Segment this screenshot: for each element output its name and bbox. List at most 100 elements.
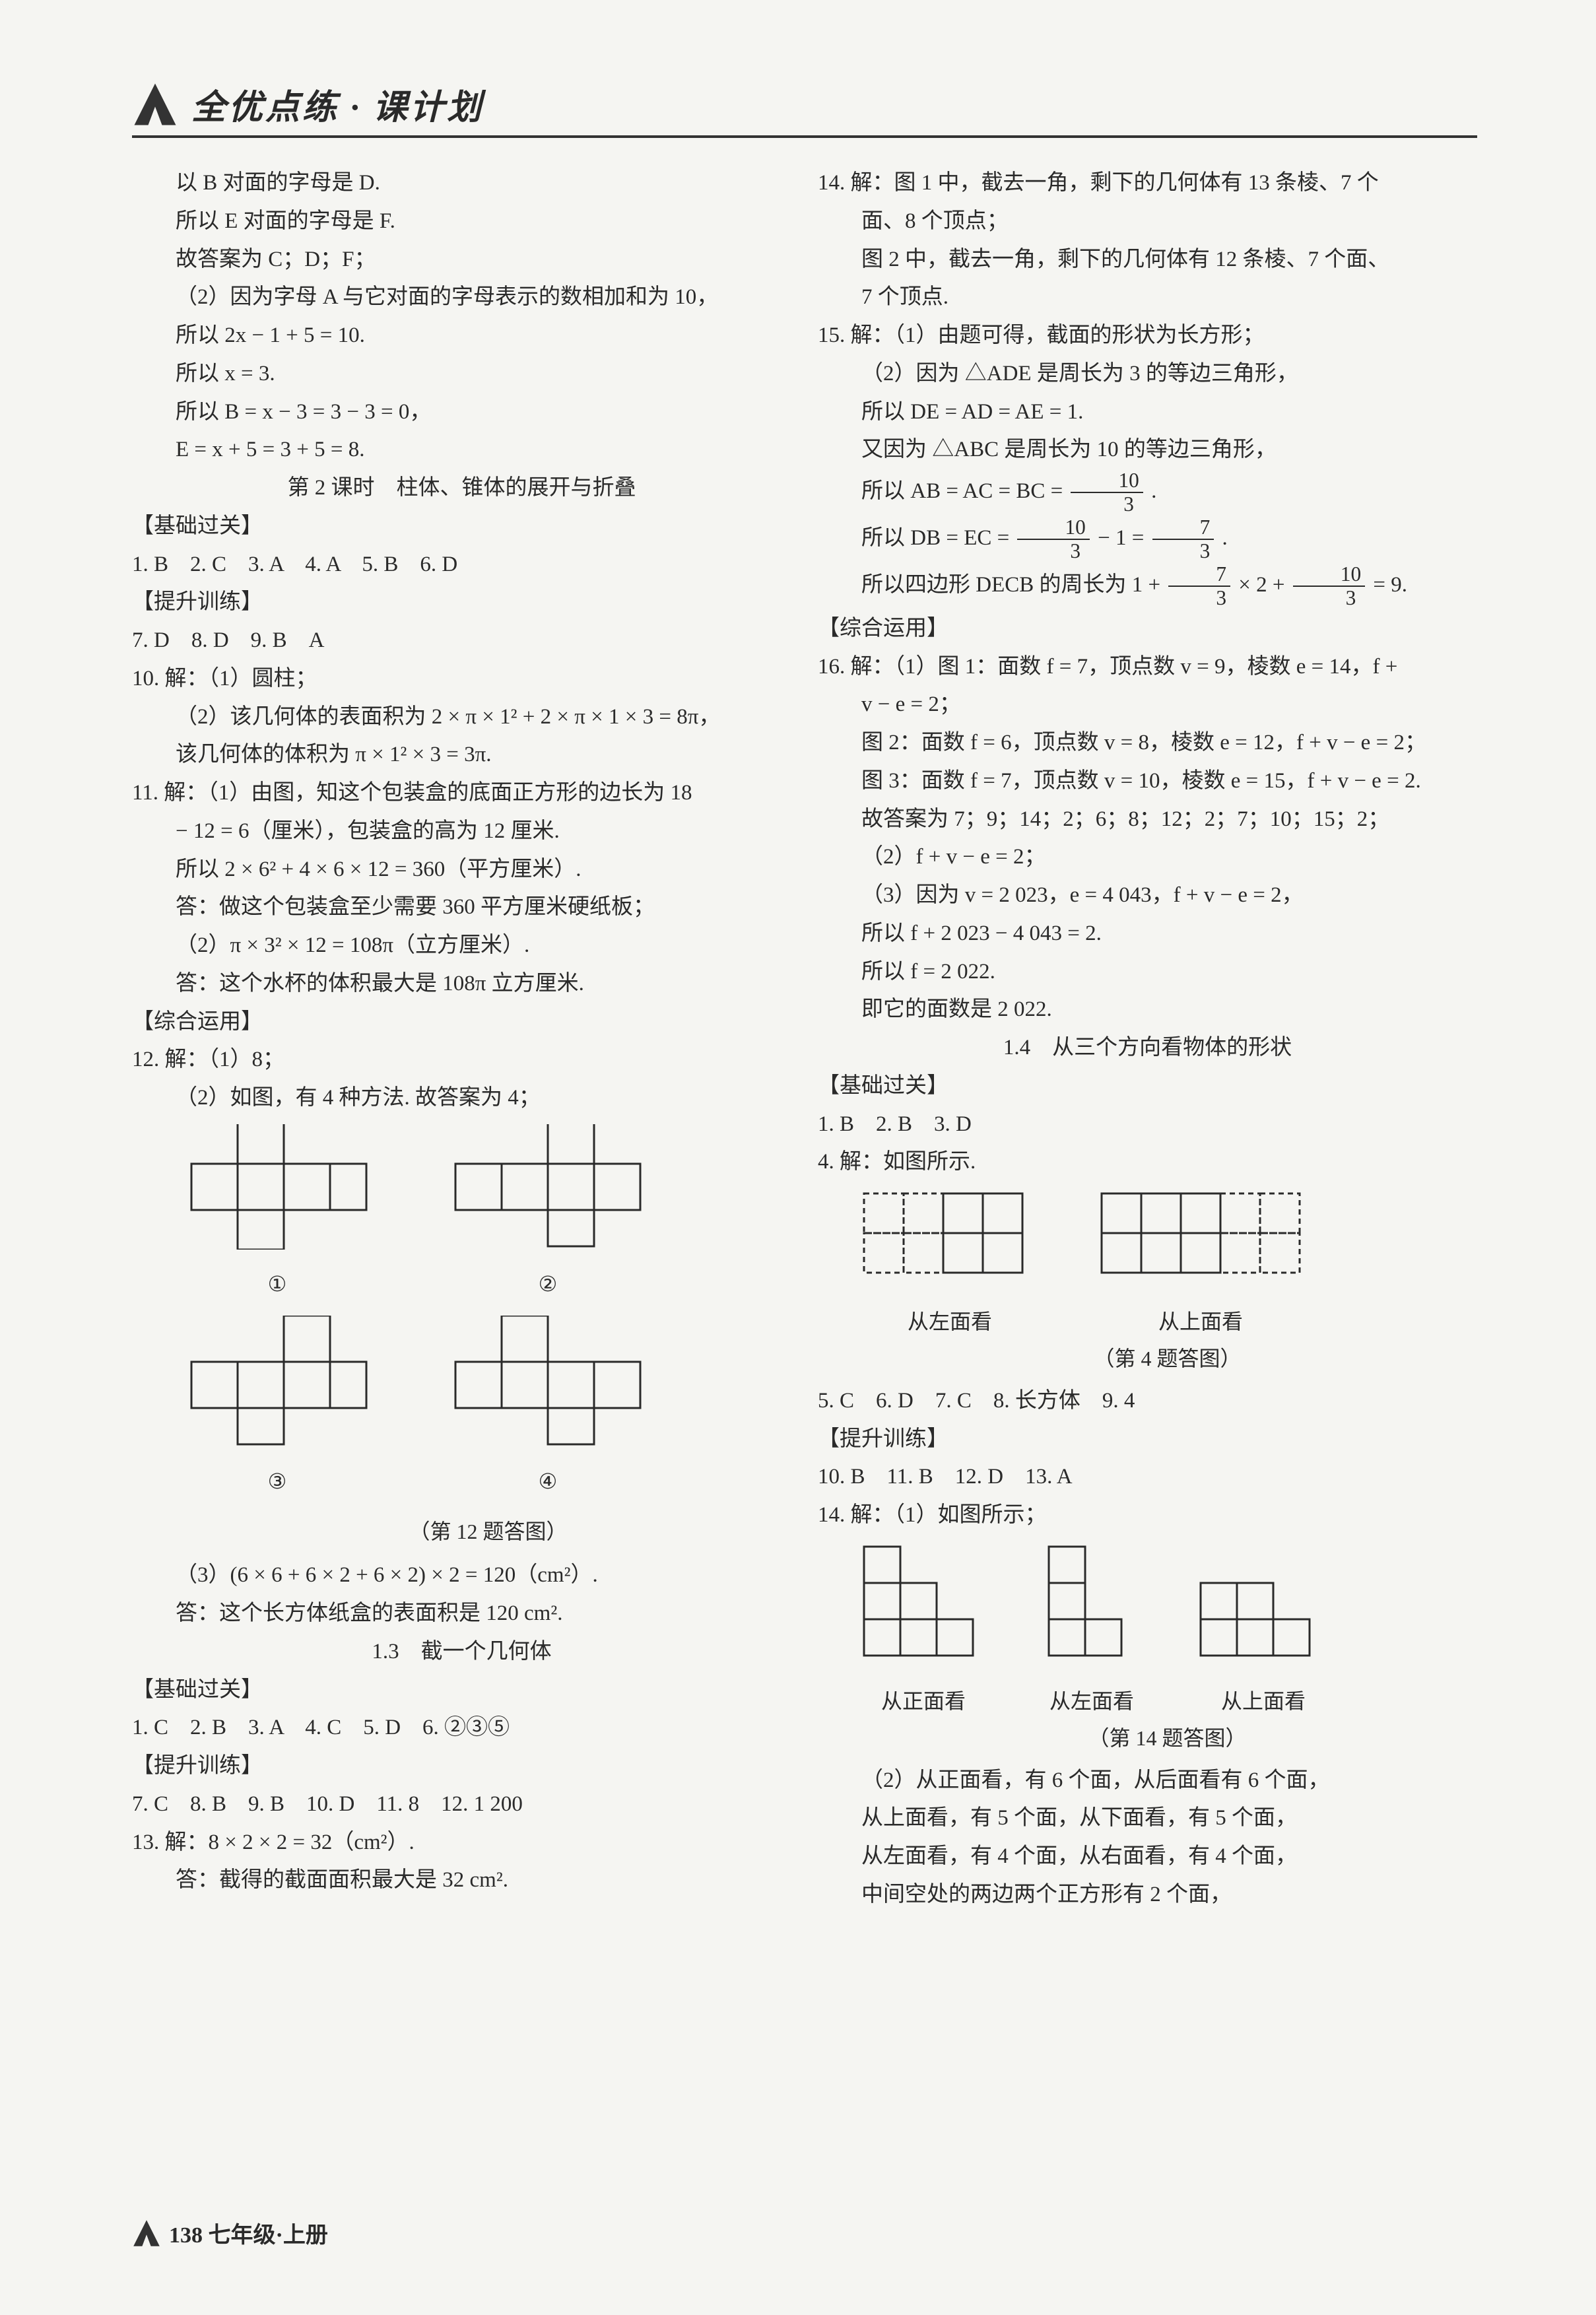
solution-line: 即它的面数是 2 022. <box>818 991 1477 1029</box>
net-diagram-2 <box>449 1124 647 1250</box>
net-label: ③ <box>185 1463 370 1500</box>
section-label: 【基础过关】 <box>132 508 791 546</box>
solution-line: 所以四边形 DECB 的周长为 1 + 73 × 2 + 103 = 9. <box>818 563 1477 610</box>
answers-line: 1. B 2. B 3. D <box>818 1106 1477 1144</box>
solution-line: 15. 解：（1）由题可得，截面的形状为长方形； <box>818 317 1477 355</box>
solution-line: 该几何体的体积为 π × 1² × 3 = 3π. <box>132 736 791 774</box>
views-figure-q14: 从正面看 从左面看 <box>857 1540 1477 1757</box>
net-diagram-1 <box>185 1124 370 1250</box>
view-label: 从正面看 <box>857 1683 989 1720</box>
solution-line: 11. 解：（1）由图，知这个包装盒的底面正方形的边长为 18 <box>132 774 791 813</box>
view-label: 从左面看 <box>1042 1683 1141 1720</box>
solution-line: （2）如图，有 4 种方法. 故答案为 4； <box>132 1079 791 1118</box>
text-fragment: 所以 DB = EC = <box>861 526 1014 550</box>
front-view-diagram <box>857 1540 989 1665</box>
solution-line: 从上面看，有 5 个面，从下面看，有 5 个面， <box>818 1799 1477 1838</box>
text-line: 故答案为 C；D；F； <box>132 241 791 279</box>
footer-logo-icon <box>132 2219 161 2248</box>
text-line: 所以 E 对面的字母是 F. <box>132 203 791 241</box>
page-footer: 138 七年级·上册 <box>132 2217 328 2249</box>
solution-line: （2）该几何体的表面积为 2 × π × 1² + 2 × π × 1 × 3 … <box>132 698 791 737</box>
solution-line: 故答案为 7；9；14；2；6；8；12；2；7；10；15；2； <box>818 801 1477 839</box>
solution-line: 所以 2 × 6² + 4 × 6 × 12 = 360（平方厘米）. <box>132 851 791 889</box>
section-title: 1.3 截一个几何体 <box>132 1633 791 1671</box>
solution-line: 13. 解：8 × 2 × 2 = 32（cm²）. <box>132 1824 791 1862</box>
solution-line: 14. 解：图 1 中，截去一角，剩下的几何体有 13 条棱、7 个 <box>818 164 1477 203</box>
fraction: 73 <box>1168 563 1230 610</box>
solution-line: （3）因为 v = 2 023，e = 4 043，f + v − e = 2， <box>818 877 1477 915</box>
answers-line: 7. D 8. D 9. B A <box>132 622 791 660</box>
text-fragment: 所以四边形 DECB 的周长为 1 + <box>861 573 1166 597</box>
solution-line: （2）因为 △ADE 是周长为 3 的等边三角形， <box>818 355 1477 393</box>
solution-line: 图 2：面数 f = 6，顶点数 v = 8，棱数 e = 12，f + v −… <box>818 724 1477 762</box>
text-line: 所以 2x − 1 + 5 = 10. <box>132 317 791 355</box>
view-label: 从上面看 <box>1095 1303 1306 1340</box>
lesson-title: 第 2 课时 柱体、锥体的展开与折叠 <box>132 469 791 508</box>
solution-line: 所以 DB = EC = 103 − 1 = 73 . <box>818 516 1477 563</box>
section-label: 【提升训练】 <box>818 1421 1477 1459</box>
text-fragment: − 1 = <box>1098 526 1149 550</box>
solution-line: 答：这个水杯的体积最大是 108π 立方厘米. <box>132 965 791 1003</box>
brand-logo-icon <box>132 81 178 127</box>
text-line: 所以 B = x − 3 = 3 − 3 = 0， <box>132 393 791 432</box>
fraction: 103 <box>1071 469 1143 516</box>
solution-line: 中间空处的两边两个正方形有 2 个面， <box>818 1876 1477 1914</box>
right-column: 14. 解：图 1 中，截去一角，剩下的几何体有 13 条棱、7 个 面、8 个… <box>818 164 1477 1914</box>
solution-line: 16. 解：（1）图 1：面数 f = 7，顶点数 v = 9，棱数 e = 1… <box>818 648 1477 687</box>
solution-line: 图 2 中，截去一角，剩下的几何体有 12 条棱、7 个面、 <box>818 241 1477 279</box>
figure-caption: （第 14 题答图） <box>857 1720 1477 1757</box>
solution-line: 图 3：面数 f = 7，顶点数 v = 10，棱数 e = 15，f + v … <box>818 762 1477 801</box>
solution-line: − 12 = 6（厘米），包装盒的高为 12 厘米. <box>132 813 791 851</box>
solution-line: 所以 DE = AD = AE = 1. <box>818 393 1477 432</box>
text-line: （2）因为字母 A 与它对面的字母表示的数相加和为 10， <box>132 279 791 317</box>
section-label: 【提升训练】 <box>132 1747 791 1786</box>
solution-line: （2）π × 3² × 12 = 108π（立方厘米）. <box>132 927 791 965</box>
footer-text: 138 七年级·上册 <box>169 2217 328 2249</box>
solution-line: （3）(6 × 6 + 6 × 2 + 6 × 2) × 2 = 120（cm²… <box>132 1557 791 1595</box>
solution-line: 所以 f + 2 023 − 4 043 = 2. <box>818 915 1477 953</box>
section-label: 【综合运用】 <box>132 1003 791 1042</box>
text-fragment: 所以 AB = AC = BC = <box>861 479 1068 503</box>
text-fragment: . <box>1222 526 1227 550</box>
views-figure-q4: 从左面看 <box>857 1187 1477 1377</box>
brand-header: 全优点练 · 课计划 <box>132 79 1477 138</box>
solution-line: 答：做这个包装盒至少需要 360 平方厘米硬纸板； <box>132 889 791 927</box>
net-label: ④ <box>449 1463 647 1500</box>
net-label: ② <box>449 1265 647 1302</box>
text-fragment: . <box>1151 479 1156 503</box>
solution-line: 12. 解：（1）8； <box>132 1041 791 1079</box>
left-column: 以 B 对面的字母是 D. 所以 E 对面的字母是 F. 故答案为 C；D；F；… <box>132 164 791 1914</box>
top-view-diagram <box>1194 1540 1333 1665</box>
solution-line: 面、8 个顶点； <box>818 203 1477 241</box>
solution-line: v − e = 2； <box>818 686 1477 724</box>
solution-line: 答：截得的截面面积最大是 32 cm². <box>132 1862 791 1900</box>
solution-line: 14. 解：（1）如图所示； <box>818 1496 1477 1535</box>
solution-line: 从左面看，有 4 个面，从右面看，有 4 个面， <box>818 1838 1477 1876</box>
section-label: 【基础过关】 <box>132 1671 791 1710</box>
cube-nets-figure: ① ② <box>185 1124 791 1551</box>
text-fragment: × 2 + <box>1238 573 1290 597</box>
answers-line: 1. C 2. B 3. A 4. C 5. D 6. ②③⑤ <box>132 1709 791 1747</box>
solution-line: 所以 AB = AC = BC = 103 . <box>818 469 1477 516</box>
top-view-diagram <box>1095 1187 1306 1286</box>
solution-line: 答：这个长方体纸盒的表面积是 120 cm². <box>132 1595 791 1633</box>
section-label: 【提升训练】 <box>132 584 791 622</box>
left-view-diagram <box>857 1187 1042 1286</box>
answers-line: 10. B 11. B 12. D 13. A <box>818 1458 1477 1496</box>
solution-line: （2）从正面看，有 6 个面，从后面看有 6 个面， <box>818 1762 1477 1800</box>
net-label: ① <box>185 1265 370 1302</box>
view-label: 从上面看 <box>1194 1683 1333 1720</box>
section-label: 【基础过关】 <box>818 1067 1477 1106</box>
figure-caption: （第 12 题答图） <box>185 1513 791 1550</box>
brand-title: 全优点练 · 课计划 <box>191 79 484 129</box>
solution-line: 所以 f = 2 022. <box>818 953 1477 991</box>
net-diagram-4 <box>449 1316 647 1448</box>
text-fragment: = 9. <box>1373 573 1407 597</box>
answers-line: 7. C 8. B 9. B 10. D 11. 8 12. 1 200 <box>132 1786 791 1824</box>
section-title: 1.4 从三个方向看物体的形状 <box>818 1029 1477 1067</box>
solution-line: 又因为 △ABC 是周长为 10 的等边三角形， <box>818 431 1477 469</box>
solution-line: 4. 解：如图所示. <box>818 1143 1477 1182</box>
text-line: 所以 x = 3. <box>132 355 791 393</box>
solution-line: 10. 解：（1）圆柱； <box>132 660 791 698</box>
answers-line: 1. B 2. C 3. A 4. A 5. B 6. D <box>132 546 791 584</box>
